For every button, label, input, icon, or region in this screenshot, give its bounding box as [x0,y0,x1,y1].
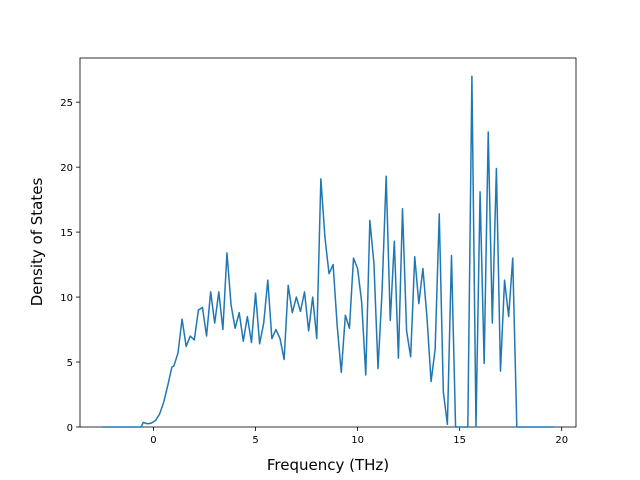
x-tick-label: 10 [351,435,364,446]
y-tick-label: 20 [60,163,73,174]
y-axis-label: Density of States [28,178,46,307]
y-tick-label: 5 [67,358,73,369]
y-tick-label: 15 [60,228,73,239]
line-series [102,75,554,428]
plot-frame [79,57,577,428]
y-tick-label: 0 [67,423,73,434]
x-tick-label: 5 [252,435,258,446]
x-axis-label: Frequency (THz) [267,456,389,474]
x-tick-label: 20 [555,435,568,446]
x-tick-label: 0 [150,435,156,446]
y-tick-label: 25 [60,98,73,109]
x-tick-label: 15 [453,435,466,446]
y-tick-label: 10 [60,293,73,304]
